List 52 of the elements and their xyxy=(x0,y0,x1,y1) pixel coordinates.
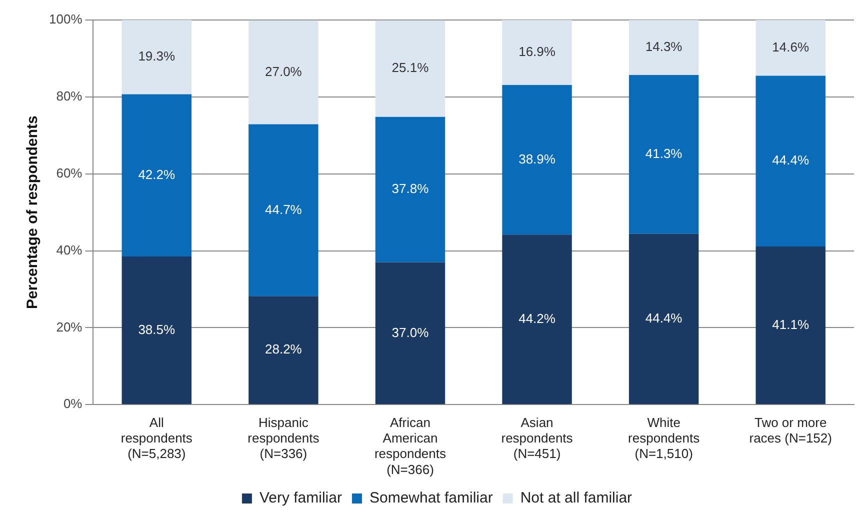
y-tick-label: 60% xyxy=(56,165,83,180)
data-label: 19.3% xyxy=(138,48,176,64)
data-label: 41.3% xyxy=(645,146,683,161)
y-tick-label: 80% xyxy=(56,88,83,104)
data-label: 27.0% xyxy=(265,64,302,79)
bar xyxy=(628,234,699,404)
x-tick-label: Two or more races (N=152) xyxy=(749,414,832,446)
x-tick-label: African American respondents (N=366) xyxy=(374,414,446,477)
bar xyxy=(375,116,446,262)
bar xyxy=(375,20,446,117)
bar xyxy=(248,296,318,404)
data-label: 38.5% xyxy=(138,322,176,337)
data-label: 16.9% xyxy=(518,44,556,60)
x-tick-label: White respondents (N=1,510) xyxy=(628,414,700,462)
data-label: 28.2% xyxy=(265,342,302,357)
data-label: 44.4% xyxy=(772,152,810,168)
legend-label: Very familiar xyxy=(259,490,342,507)
bar xyxy=(756,246,826,404)
bar xyxy=(502,20,572,85)
bar xyxy=(756,20,826,76)
bar xyxy=(122,20,192,94)
bar xyxy=(628,75,699,234)
y-tick-label: 100% xyxy=(49,12,83,27)
data-label: 14.6% xyxy=(772,39,810,54)
data-label: 14.3% xyxy=(645,39,683,54)
bar xyxy=(628,20,699,75)
data-label: 44.4% xyxy=(645,310,683,326)
data-label: 38.9% xyxy=(518,151,556,166)
bar xyxy=(122,94,192,257)
data-label: 44.7% xyxy=(265,202,302,217)
data-label: 44.2% xyxy=(518,310,556,326)
bar xyxy=(502,85,572,235)
data-label: 37.0% xyxy=(392,324,430,340)
data-label: 41.1% xyxy=(772,316,810,332)
x-tick-label: All respondents (N=5,283) xyxy=(120,414,193,462)
legend-label: Somewhat familiar xyxy=(369,490,493,507)
y-axis-title: Percentage of respondents xyxy=(24,116,42,309)
data-label: 25.1% xyxy=(392,60,430,76)
y-tick-label: 0% xyxy=(63,396,83,412)
bar xyxy=(122,256,192,404)
legend-label: Not at all familiar xyxy=(520,490,632,507)
bar xyxy=(248,20,318,124)
data-label: 42.2% xyxy=(138,166,176,182)
bar xyxy=(375,262,446,404)
bar xyxy=(756,76,826,247)
bar xyxy=(502,234,572,404)
x-tick-label: Asian respondents (N=451) xyxy=(501,414,574,462)
bar xyxy=(248,124,318,296)
data-label: 37.8% xyxy=(392,181,430,196)
y-tick-label: 20% xyxy=(56,319,83,334)
y-tick-label: 40% xyxy=(56,242,83,258)
x-tick-label: Hispanic respondents (N=336) xyxy=(248,414,320,462)
